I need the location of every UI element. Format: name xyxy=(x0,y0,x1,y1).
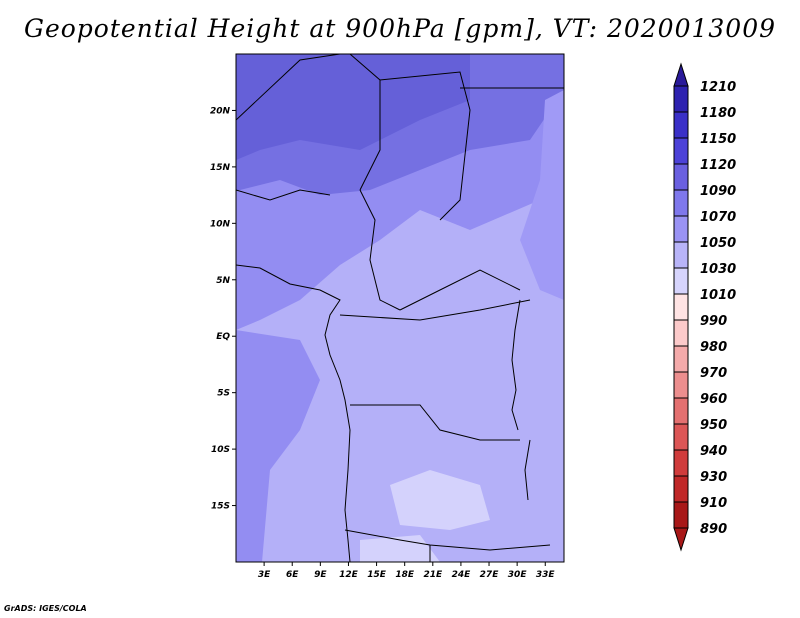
colorbar-segment xyxy=(673,449,689,477)
colorbar-label: 1150 xyxy=(700,132,736,147)
lon-tick-label: 6E xyxy=(286,570,299,580)
colorbar-segment xyxy=(673,371,689,399)
colorbar-label: 1050 xyxy=(700,236,736,251)
colorbar-segment xyxy=(673,319,689,347)
colorbar-top-arrow xyxy=(673,62,689,87)
colorbar: 1210 1180 1150 1120 1090 1070 1050 1030 1010 990 9… xyxy=(673,62,736,552)
colorbar-label: 1070 xyxy=(700,210,736,225)
lon-tick-label: 3E xyxy=(258,570,271,580)
colorbar-label: 1180 xyxy=(700,106,736,121)
lat-tick-label: 5S xyxy=(217,389,230,399)
colorbar-segment xyxy=(673,111,689,139)
colorbar-label: 950 xyxy=(700,418,727,433)
colorbar-label: 910 xyxy=(700,496,727,511)
colorbar-segment xyxy=(673,215,689,243)
colorbar-segment xyxy=(673,241,689,269)
lat-tick-label: 20N xyxy=(210,106,231,116)
colorbar-segment xyxy=(673,267,689,295)
colorbar-label: 1030 xyxy=(700,262,736,277)
footer-credit: GrADS: IGES/COLA xyxy=(4,604,87,613)
colorbar-label: 970 xyxy=(700,366,727,381)
field-band-east xyxy=(520,90,564,300)
colorbar-segment xyxy=(673,137,689,165)
latitude-axis: 20N 15N 10N 5N EQ 5S 10S 15S xyxy=(210,106,236,512)
colorbar-label: 960 xyxy=(700,392,727,407)
field-band-far-north xyxy=(236,54,470,160)
lon-tick-label: 18E xyxy=(395,570,415,580)
lat-tick-label: 10N xyxy=(210,219,231,229)
field-band-low-2 xyxy=(360,535,440,562)
colorbar-bottom-arrow xyxy=(673,527,689,552)
lat-tick-label: 15S xyxy=(211,502,230,512)
colorbar-label: 1010 xyxy=(700,288,736,303)
colorbar-segment xyxy=(673,475,689,503)
colorbar-label: 980 xyxy=(700,340,727,355)
colorbar-label: 890 xyxy=(700,522,727,537)
field-band-west xyxy=(236,330,320,562)
lon-tick-label: 15E xyxy=(367,570,387,580)
colorbar-label: 1120 xyxy=(700,158,736,173)
colorbar-label: 1090 xyxy=(700,184,736,199)
lon-tick-label: 21E xyxy=(423,570,443,580)
colorbar-segment xyxy=(673,189,689,217)
colorbar-segment xyxy=(673,501,689,529)
field-band-low xyxy=(390,470,490,530)
map-frame xyxy=(235,53,565,563)
lon-tick-label: 27E xyxy=(480,570,500,580)
colorbar-segment xyxy=(673,163,689,191)
lon-tick-label: 12E xyxy=(339,570,359,580)
lat-tick-label: 10S xyxy=(211,445,230,455)
lat-tick-label: EQ xyxy=(216,332,230,342)
colorbar-segment xyxy=(673,293,689,321)
map-title: Geopotential Height at 900hPa [gpm], VT:… xyxy=(23,14,777,43)
colorbar-label: 930 xyxy=(700,470,727,485)
geopotential-field xyxy=(236,54,564,562)
colorbar-label: 940 xyxy=(700,444,727,459)
longitude-axis: 3E 6E 9E 12E 15E 18E 21E 24E 27E 30E 33E xyxy=(258,562,556,580)
lon-tick-label: 24E xyxy=(452,570,472,580)
lon-tick-label: 33E xyxy=(536,570,556,580)
coastlines xyxy=(236,54,564,562)
colorbar-label: 990 xyxy=(700,314,727,329)
colorbar-segment xyxy=(673,345,689,373)
colorbar-label: 1210 xyxy=(700,80,736,95)
lat-tick-label: 5N xyxy=(216,276,230,286)
colorbar-segment xyxy=(673,85,689,113)
lon-tick-label: 30E xyxy=(508,570,528,580)
lon-tick-label: 9E xyxy=(314,570,327,580)
colorbar-segment xyxy=(673,423,689,451)
lat-tick-label: 15N xyxy=(210,163,231,173)
colorbar-segment xyxy=(673,397,689,425)
